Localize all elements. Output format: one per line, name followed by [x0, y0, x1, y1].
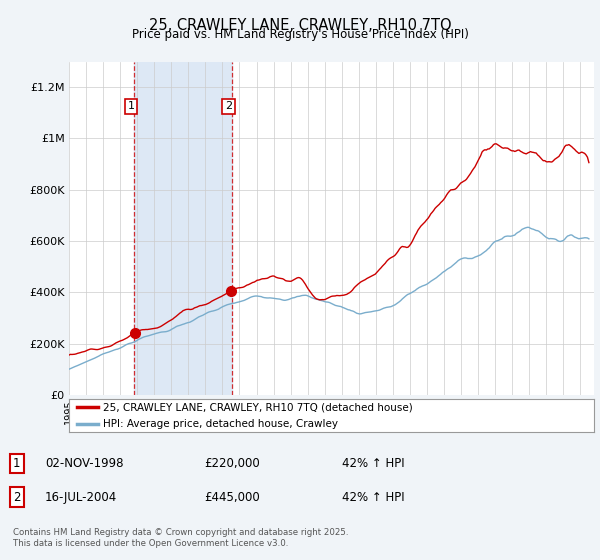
Text: 1: 1: [13, 457, 20, 470]
Text: £445,000: £445,000: [204, 491, 260, 504]
Text: 42% ↑ HPI: 42% ↑ HPI: [342, 457, 404, 470]
Text: £220,000: £220,000: [204, 457, 260, 470]
Text: 25, CRAWLEY LANE, CRAWLEY, RH10 7TQ: 25, CRAWLEY LANE, CRAWLEY, RH10 7TQ: [149, 18, 451, 33]
Text: HPI: Average price, detached house, Crawley: HPI: Average price, detached house, Craw…: [103, 419, 338, 429]
Text: 42% ↑ HPI: 42% ↑ HPI: [342, 491, 404, 504]
Bar: [134, 62, 232, 395]
Text: 02-NOV-1998: 02-NOV-1998: [45, 457, 124, 470]
Text: 2: 2: [224, 101, 232, 111]
Text: Price paid vs. HM Land Registry's House Price Index (HPI): Price paid vs. HM Land Registry's House …: [131, 28, 469, 41]
Text: 2: 2: [13, 491, 20, 504]
Text: 16-JUL-2004: 16-JUL-2004: [45, 491, 117, 504]
Text: Contains HM Land Registry data © Crown copyright and database right 2025.
This d: Contains HM Land Registry data © Crown c…: [13, 528, 349, 548]
Text: 25, CRAWLEY LANE, CRAWLEY, RH10 7TQ (detached house): 25, CRAWLEY LANE, CRAWLEY, RH10 7TQ (det…: [103, 402, 413, 412]
Text: 1: 1: [128, 101, 134, 111]
